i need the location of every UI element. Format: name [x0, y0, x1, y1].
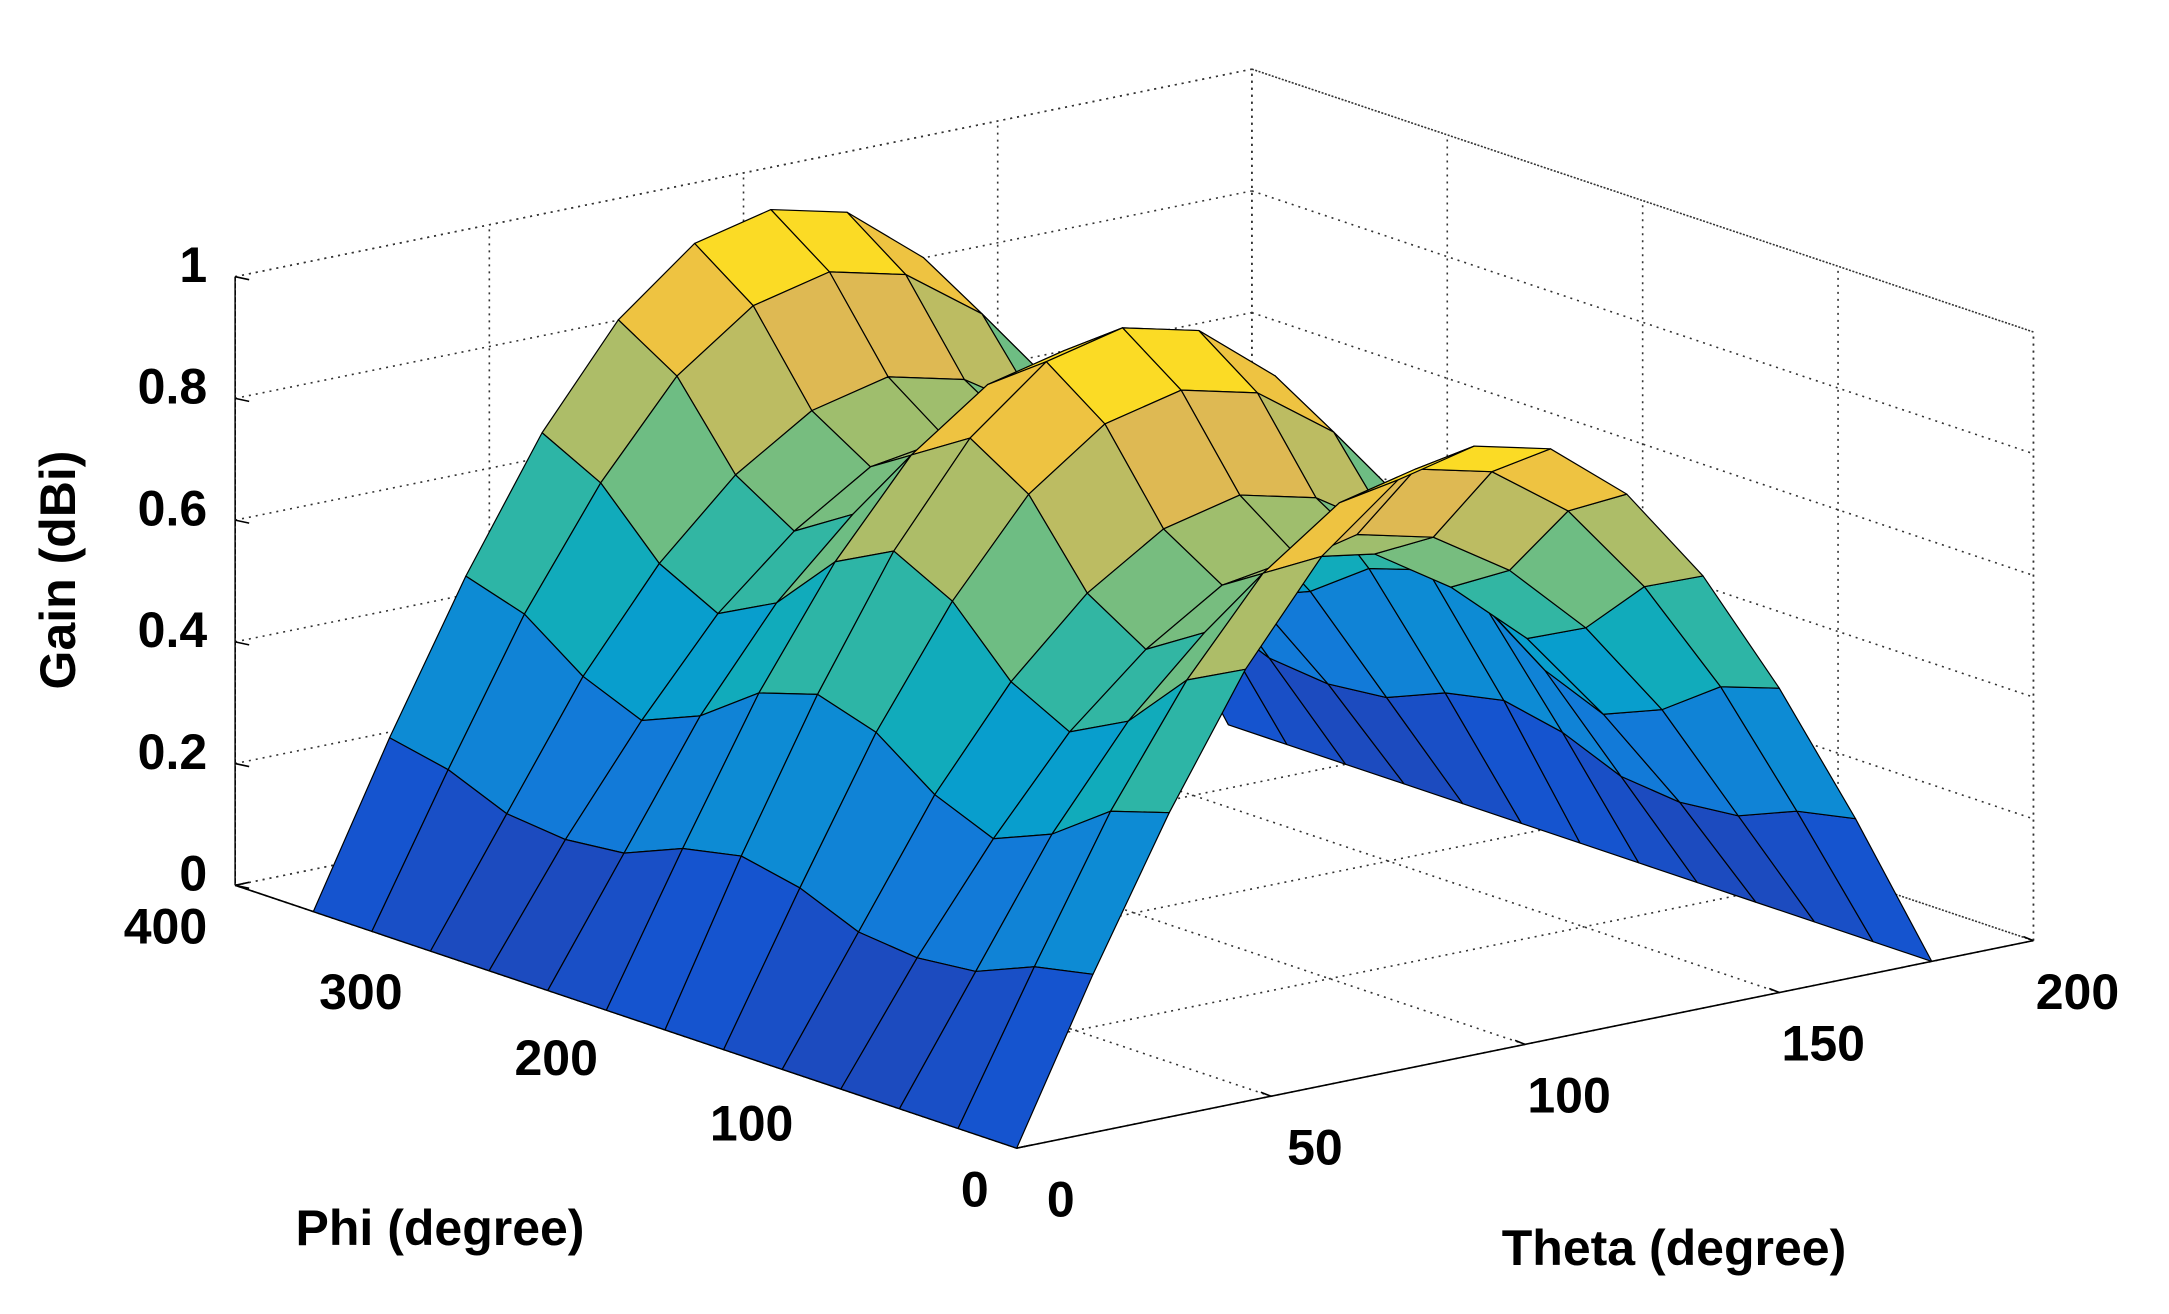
- z-tick-label: 0.4: [138, 602, 208, 658]
- y-tick-label: 200: [515, 1030, 598, 1086]
- tick-mark: [234, 881, 250, 887]
- tick-mark: [234, 762, 250, 768]
- grid-line: [234, 68, 1253, 278]
- tick-mark: [2023, 935, 2034, 942]
- x-tick-label: 150: [1782, 1016, 1865, 1072]
- x-tick-label: 200: [2036, 964, 2119, 1020]
- grid-line: [1251, 68, 2034, 333]
- x-tick-label: 0: [1047, 1171, 1075, 1227]
- z-axis-label: Gain (dBi): [30, 451, 86, 690]
- z-tick-label: 1: [179, 237, 207, 293]
- y-axis-label: Phi (degree): [296, 1200, 585, 1256]
- y-tick-label: 100: [710, 1096, 793, 1152]
- z-tick-label: 0: [179, 846, 207, 902]
- tick-mark: [234, 641, 250, 646]
- box-edge: [1251, 68, 2034, 333]
- tick-mark: [234, 519, 250, 524]
- y-tick-label: 0: [961, 1161, 989, 1217]
- grid-line: [625, 808, 1643, 1018]
- z-tick-label: 0.8: [138, 359, 208, 415]
- tick-mark: [234, 397, 250, 403]
- grid-line: [1251, 433, 2034, 698]
- surface-patch: [957, 966, 1094, 1149]
- y-tick-label: 400: [124, 899, 207, 955]
- y-tick-label: 300: [319, 964, 402, 1020]
- tick-mark: [234, 275, 250, 281]
- tick-mark: [234, 884, 250, 890]
- grid-line: [1251, 555, 2034, 820]
- tick-mark: [1768, 987, 1780, 994]
- z-tick-label: 0.2: [138, 724, 208, 780]
- grid-line: [1251, 677, 2034, 942]
- grid-line: [821, 874, 1839, 1084]
- tick-mark: [1016, 1144, 1031, 1149]
- tick-mark: [1514, 1039, 1526, 1046]
- grid-line: [1251, 190, 2034, 455]
- x-axis-label: Theta (degree): [1502, 1220, 1847, 1276]
- x-tick-label: 100: [1527, 1068, 1610, 1124]
- x-tick-label: 50: [1287, 1119, 1343, 1175]
- z-tick-label: 0.6: [138, 480, 208, 536]
- tick-mark: [1260, 1091, 1272, 1098]
- grid-line: [1251, 311, 2034, 577]
